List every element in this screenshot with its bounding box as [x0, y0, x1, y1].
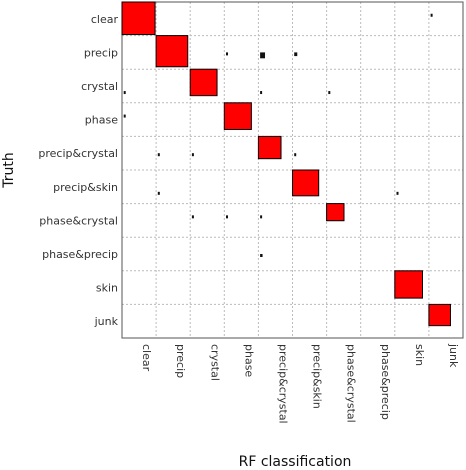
- cell-crystal-clear: [123, 91, 126, 95]
- cell-precip&crystal-crystal: [191, 153, 194, 157]
- column-label: precip: [174, 344, 187, 378]
- cell-precip&crystal-precip&crystal: [257, 135, 282, 160]
- x-axis-title: RF classification: [239, 454, 352, 470]
- column-label: crystal: [208, 344, 221, 381]
- row-labels: clear precip crystal phase precip&crystal pre…: [38, 13, 118, 328]
- cell-skin-skin: [394, 270, 424, 299]
- row-label: junk: [94, 315, 119, 328]
- cell-precip&crystal-precip&skin: [294, 153, 297, 157]
- column-label: skin: [413, 344, 426, 366]
- cells: [121, 1, 451, 327]
- row-label: precip: [84, 46, 118, 59]
- row-label: precip&skin: [53, 181, 118, 194]
- cell-precip-phase: [226, 52, 229, 56]
- y-axis-title: Truth: [1, 152, 17, 189]
- row-label: precip&crystal: [38, 147, 118, 160]
- cell-crystal-crystal: [189, 68, 218, 97]
- cell-precip&skin-precip: [157, 191, 160, 195]
- cell-clear-clear: [121, 1, 156, 36]
- row-label: phase&precip: [42, 248, 118, 261]
- row-label: phase&crystal: [39, 214, 118, 227]
- cell-phase-clear: [123, 114, 126, 118]
- column-label: phase: [242, 344, 255, 377]
- cell-junk-junk: [428, 303, 451, 327]
- cell-crystal-precip&crystal: [260, 91, 263, 95]
- cell-clear-junk: [430, 13, 433, 17]
- cell-precip-precip&crystal: [260, 52, 266, 59]
- plot-frame: [121, 1, 464, 339]
- column-label: precip&crystal: [276, 344, 289, 424]
- row-label: crystal: [81, 80, 118, 93]
- cell-precip-precip: [155, 35, 189, 68]
- column-labels: clear precip crystal phase precip&crystal pre…: [140, 343, 460, 424]
- cell-precip&skin-precip&skin: [292, 169, 320, 197]
- row-label: phase: [85, 114, 118, 127]
- cell-precip-precip&skin: [294, 52, 298, 57]
- cell-phase-phase: [223, 102, 252, 130]
- cell-precip&skin-skin: [396, 191, 399, 195]
- cell-precip&crystal-precip: [157, 153, 160, 157]
- row-label: clear: [91, 13, 119, 26]
- cell-crystal-phase&crystal: [328, 91, 331, 95]
- cell-phase&crystal-phase: [226, 215, 229, 219]
- cell-phase&crystal-phase&crystal: [326, 203, 345, 222]
- cell-phase&precip-precip&crystal: [260, 254, 263, 257]
- column-label: precip&skin: [311, 344, 324, 409]
- column-label: phase&crystal: [345, 344, 358, 423]
- cell-phase&crystal-crystal: [191, 215, 194, 219]
- row-label: skin: [96, 282, 118, 295]
- column-label: clear: [140, 344, 153, 372]
- column-label: phase&precip: [379, 344, 392, 420]
- cell-phase&crystal-precip&crystal: [260, 215, 263, 219]
- column-label: junk: [447, 343, 460, 368]
